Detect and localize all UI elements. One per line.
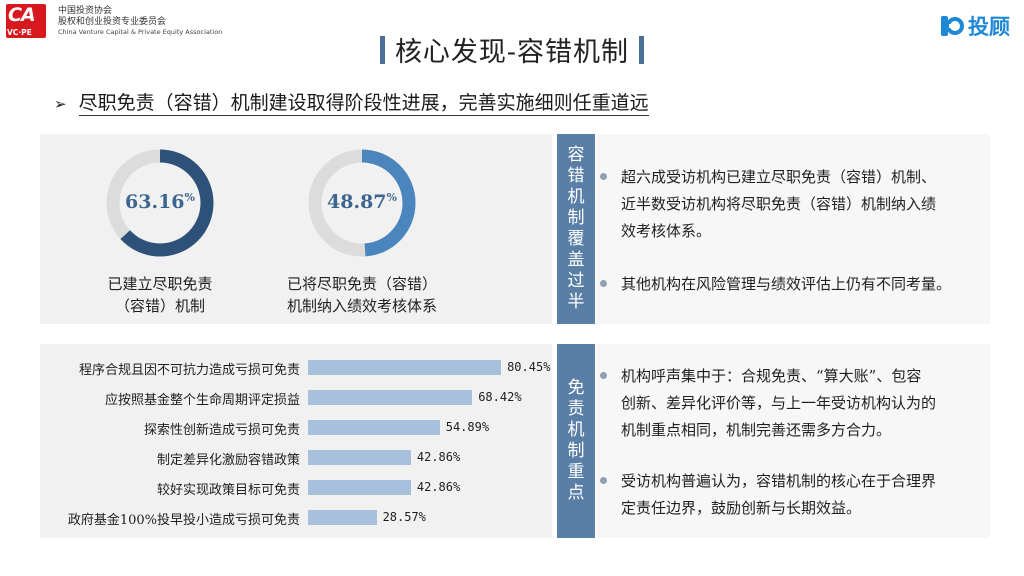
key-finding-heading: ➢ 尽职免责（容错）机制建设取得阶段性进展，完善实施细则任重道远: [54, 92, 649, 116]
band-char: 过: [567, 271, 585, 291]
band-char: 机: [567, 420, 585, 440]
band-char: 免: [567, 378, 585, 398]
band-char: 半: [567, 292, 585, 312]
band-char: 机: [567, 187, 585, 207]
band-char: 重: [567, 462, 585, 482]
bullet-line: 超六成受访机构已建立尽职免责（容错）机制、: [621, 168, 937, 186]
bullet-line: 受访机构普遍认为，容错机制的核心在于合理界: [621, 472, 937, 490]
band-exemption-focus: 免责机制重点: [557, 344, 595, 538]
page-title-text: 核心发现-容错机制: [394, 37, 630, 68]
band-char: 错: [567, 166, 585, 186]
donut-label-line: 已将尽职免责（容错）: [286, 275, 437, 293]
bar-mark: [308, 420, 440, 435]
bullet-dot-icon: [600, 372, 607, 379]
bar-chart-panel: 程序合规且因不可抗力造成亏损可免责 80.45% 应按照基金整个生命周期评定损益 68…: [40, 344, 552, 538]
arrow-bullet-icon: ➢: [54, 95, 67, 113]
key-finding-text: 尽职免责（容错）机制建设取得阶段性进展，完善实施细则任重道远: [78, 92, 649, 116]
bar-category-label: 探索性创新造成亏损可免责: [143, 423, 300, 438]
bar-mark: [308, 480, 411, 495]
bullet-item: 超六成受访机构已建立尽职免责（容错）机制、 近半数受访机构将尽职免责（容错）机制…: [600, 164, 988, 245]
donut-value-percent: %: [184, 191, 195, 204]
bullet-line: 机构呼声集中于：合规免责、“算大账”、包容: [621, 367, 922, 385]
band-char: 制: [567, 441, 585, 461]
donut-value-number: 63.16: [125, 191, 185, 213]
bar-category-label: 程序合规且因不可抗力造成亏损可免责: [78, 363, 300, 378]
organization-name: 中国投资协会 股权和创业投资专业委员会 China Venture Capita…: [58, 6, 222, 37]
donut-label-line: （容错）机制: [114, 297, 205, 315]
band-char: 覆: [567, 229, 585, 249]
bar-value-label: 42.86%: [416, 480, 461, 494]
bar-value-label: 28.57%: [382, 510, 426, 524]
bar-mark: [308, 360, 502, 375]
bullet-line: 效考核体系。: [621, 222, 712, 240]
bar-value-label: 80.45%: [507, 360, 551, 374]
donut-value-percent: %: [386, 191, 397, 204]
band-char: 点: [567, 483, 585, 503]
bar-category-label: 应按照基金整个生命周期评定损益: [104, 393, 300, 408]
page-title: 核心发现-容错机制: [370, 30, 654, 69]
bullet-line: 近半数受访机构将尽职免责（容错）机制纳入绩: [621, 195, 937, 213]
org-line-2: 股权和创业投资专业委员会: [58, 17, 167, 27]
bar-value-label: 54.89%: [445, 420, 490, 434]
org-line-1: 中国投资协会: [58, 6, 113, 16]
bar-mark: [308, 450, 411, 465]
bar-category-label: 制定差异化激励容错政策: [156, 453, 300, 468]
bullet-item: 其他机构在风险管理与绩效评估上仍有不同考量。: [600, 271, 994, 298]
bar-value-label: 42.86%: [416, 450, 461, 464]
band-char: 容: [567, 145, 585, 165]
coverage-bullets: 超六成受访机构已建立尽职免责（容错）机制、 近半数受访机构将尽职免责（容错）机制…: [596, 134, 990, 324]
donut-label-established: 已建立尽职免责 （容错）机制: [50, 273, 270, 317]
donut-value-number: 48.87: [327, 191, 387, 213]
band-coverage-over-half: 容错机制覆盖过半: [557, 134, 595, 324]
donut-arc-performance: [308, 149, 416, 257]
donut-value-performance: 48.87%: [308, 191, 416, 213]
bar-category-label: 较好实现政策目标可免责: [156, 483, 300, 498]
band-char: 制: [567, 208, 585, 228]
bar-value-label: 68.42%: [478, 390, 522, 404]
donut-arc-established: [106, 149, 214, 257]
bullet-line: 其他机构在风险管理与绩效评估上仍有不同考量。: [621, 275, 952, 293]
band-char: 盖: [567, 250, 585, 270]
exemption-bullets: 机构呼声集中于：合规免责、“算大账”、包容 创新、差异化评价等，与上一年受访机构…: [596, 344, 990, 538]
donut-label-performance: 已将尽职免责（容错） 机制纳入绩效考核体系: [252, 273, 472, 317]
title-left-bar: [379, 35, 385, 64]
donut-chart-performance: [308, 149, 416, 257]
logo-ca-text: CA: [8, 4, 36, 26]
tougu-logo: 投顾: [939, 12, 1010, 40]
bullet-line: 创新、差异化评价等，与上一年受访机构认为的: [621, 394, 937, 412]
band-char: 责: [567, 399, 585, 419]
donut-label-line: 已建立尽职免责: [107, 275, 213, 293]
bullet-dot-icon: [600, 477, 607, 484]
tougu-logo-icon: [941, 16, 964, 36]
association-logo: CA VC·PE: [6, 4, 46, 38]
bullet-item: 机构呼声集中于：合规免责、“算大账”、包容 创新、差异化评价等，与上一年受访机构…: [600, 363, 988, 444]
donut-chart-established: [106, 149, 214, 257]
bullet-dot-icon: [600, 280, 607, 287]
org-line-3: China Venture Capital & Private Equity A…: [58, 28, 223, 36]
tougu-logo-text: 投顾: [968, 15, 1010, 39]
bullet-line: 定责任边界，鼓励创新与长期效益。: [621, 499, 862, 517]
donut-label-line: 机制纳入绩效考核体系: [286, 297, 437, 315]
logo-vcpe-text: VC·PE: [7, 28, 32, 37]
bullet-item: 受访机构普遍认为，容错机制的核心在于合理界 定责任边界，鼓励创新与长期效益。: [600, 468, 988, 522]
bar-category-label: 政府基金100%投早投小造成亏损可免责: [67, 513, 300, 528]
donut-value-established: 63.16%: [106, 191, 214, 213]
bar-mark: [308, 510, 377, 525]
bar-mark: [308, 390, 473, 405]
bullet-line: 机制重点相同，机制完善还需多方合力。: [621, 421, 892, 439]
bullet-dot-icon: [600, 173, 607, 180]
title-right-bar: [639, 35, 645, 64]
donut-panel: 63.16% 已建立尽职免责 （容错）机制 48.87% 已将尽职免责（容错） …: [40, 134, 552, 324]
